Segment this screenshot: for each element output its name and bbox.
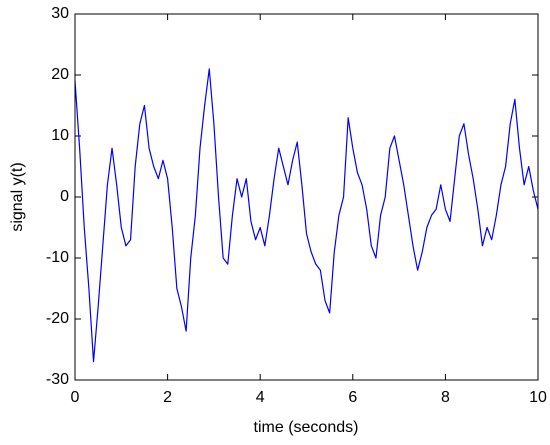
y-tick-label: 0 (60, 188, 69, 205)
signal-line (74, 68, 539, 363)
x-tick-label: 8 (441, 389, 450, 406)
x-axis-label: time (seconds) (254, 419, 359, 436)
y-tick-label: -10 (46, 249, 69, 266)
y-tick-label: 20 (51, 66, 69, 83)
y-tick-label: 10 (51, 127, 69, 144)
x-tick-label: 6 (348, 389, 357, 406)
y-tick-label: -20 (46, 310, 69, 327)
x-tick-label: 2 (163, 389, 172, 406)
x-tick-label: 0 (71, 389, 80, 406)
plot-frame (74, 13, 539, 381)
y-axis-label: signal y(t) (9, 162, 26, 231)
y-tick-label: -30 (46, 371, 69, 388)
y-tick-label: 30 (51, 5, 69, 22)
x-tick-label: 10 (529, 389, 547, 406)
x-tick-label: 4 (256, 389, 265, 406)
